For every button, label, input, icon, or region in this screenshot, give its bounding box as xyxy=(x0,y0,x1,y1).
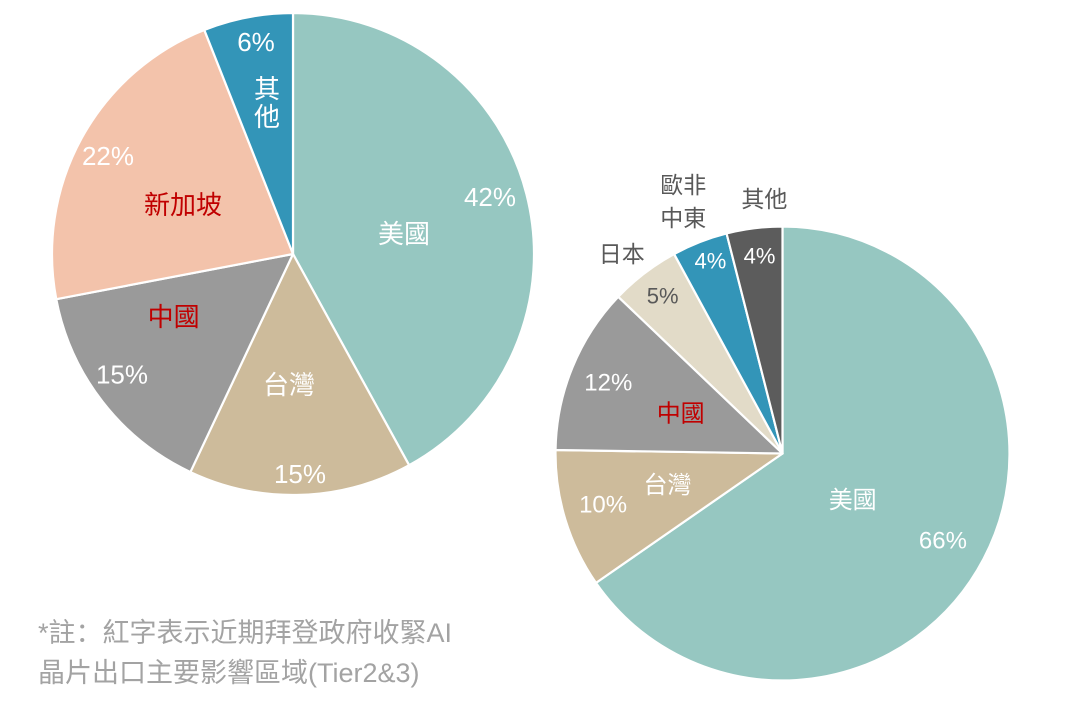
svg-text:5%: 5% xyxy=(647,283,679,308)
svg-text:台灣: 台灣 xyxy=(644,472,692,499)
svg-text:美國: 美國 xyxy=(378,219,430,249)
svg-text:22%: 22% xyxy=(82,141,134,171)
svg-text:15%: 15% xyxy=(96,360,148,390)
svg-text:新加坡: 新加坡 xyxy=(144,190,222,220)
svg-text:他: 他 xyxy=(254,102,280,132)
svg-text:其: 其 xyxy=(254,74,280,104)
svg-text:日本: 日本 xyxy=(599,241,645,267)
svg-text:66%: 66% xyxy=(919,527,967,554)
svg-text:台灣: 台灣 xyxy=(263,370,315,400)
svg-text:42%: 42% xyxy=(464,182,516,212)
svg-text:15%: 15% xyxy=(274,459,326,489)
svg-text:歐非: 歐非 xyxy=(660,172,706,198)
svg-text:其他: 其他 xyxy=(741,186,787,212)
svg-text:中國: 中國 xyxy=(657,400,705,427)
svg-text:中國: 中國 xyxy=(148,302,200,332)
svg-text:10%: 10% xyxy=(579,491,627,518)
svg-text:6%: 6% xyxy=(237,27,275,57)
svg-text:4%: 4% xyxy=(744,243,776,268)
svg-text:中東: 中東 xyxy=(660,205,706,231)
svg-text:4%: 4% xyxy=(695,248,727,273)
svg-text:12%: 12% xyxy=(584,370,632,397)
svg-text:美國: 美國 xyxy=(829,487,877,514)
